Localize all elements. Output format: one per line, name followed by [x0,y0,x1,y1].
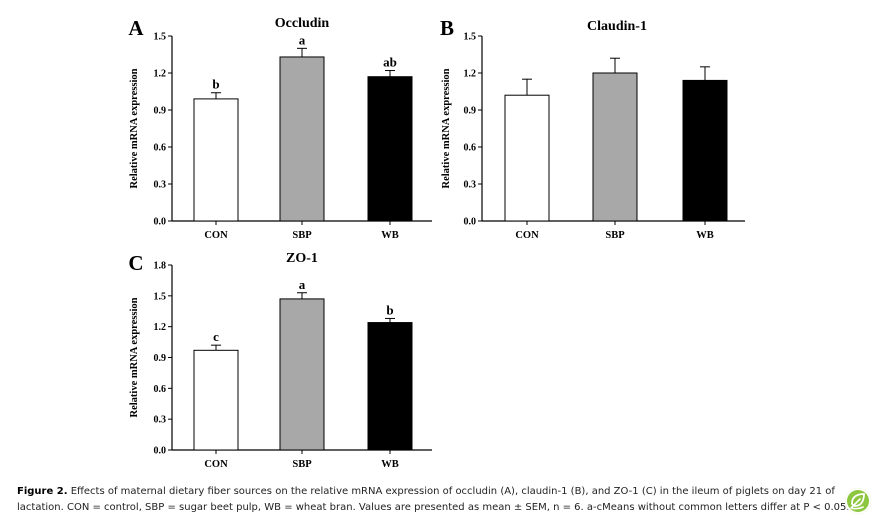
bar-sbp [279,56,325,222]
leaf-logo-icon[interactable] [845,488,871,514]
y-tick-label: 0.6 [154,143,167,154]
significance-letter: b [386,302,393,317]
y-tick-label: 0.9 [154,106,167,117]
bar-sbp [592,72,638,222]
significance-letter: a [299,277,306,292]
y-tick-label: 0.0 [464,217,477,228]
chart-title: Claudin-1 [587,19,647,34]
x-tick-label: WB [381,459,399,470]
bar-con [193,349,239,451]
y-tick-label: 0.3 [154,415,167,426]
x-tick-label: WB [381,230,399,241]
significance-letter: a [299,32,306,47]
y-tick-label: 1.2 [464,69,477,80]
y-axis-label: Relative mRNA expression [129,68,140,188]
y-tick-label: 1.8 [154,261,167,272]
y-tick-label: 0.6 [464,143,477,154]
x-tick-label: SBP [292,459,312,470]
caption-label: Figure 2. [17,486,68,497]
panel-letter: C [128,251,143,275]
y-tick-label: 0.3 [154,180,167,191]
x-tick-label: CON [204,459,228,470]
bar-wb [367,76,413,222]
figure-caption: Figure 2. Effects of maternal dietary fi… [17,484,857,516]
bar-wb [682,79,728,222]
y-tick-label: 0.0 [154,217,167,228]
x-tick-label: CON [204,230,228,241]
y-tick-label: 0.0 [154,446,167,457]
panel-letter: A [128,16,144,40]
y-tick-label: 1.5 [154,32,167,43]
y-tick-label: 1.5 [154,291,167,302]
bar-sbp [279,298,325,451]
y-tick-label: 0.3 [464,180,477,191]
x-tick-label: CON [515,230,539,241]
bar-wb [367,322,413,451]
y-tick-label: 1.5 [464,32,477,43]
y-tick-label: 0.9 [464,106,477,117]
y-tick-label: 0.6 [154,384,167,395]
figure-charts: A Occludin Relative mRNA expression 0.0 0.3 0… [128,16,745,470]
y-axis-label: Relative mRNA expression [129,297,140,417]
caption-text: Effects of maternal dietary fiber source… [17,486,850,513]
y-tick-label: 1.2 [154,322,167,333]
panel-letter: B [440,16,454,40]
y-axis-label: Relative mRNA expression [441,68,452,188]
x-tick-label: SBP [292,230,312,241]
chart-title: Occludin [275,16,330,31]
bar-con [193,98,239,222]
significance-letter: ab [383,55,397,70]
x-tick-label: SBP [605,230,625,241]
significance-letter: b [212,77,219,92]
significance-letter: c [213,329,219,344]
x-tick-label: WB [696,230,714,241]
bar-con [504,94,550,222]
y-tick-label: 1.2 [154,69,167,80]
chart-title: ZO-1 [286,251,318,266]
y-tick-label: 0.9 [154,353,167,364]
